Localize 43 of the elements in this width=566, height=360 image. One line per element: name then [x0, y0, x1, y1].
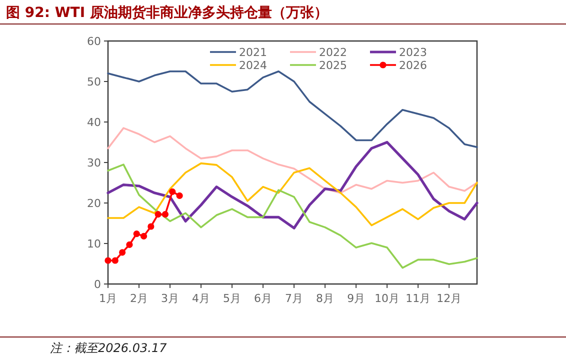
y-tick-label: 20: [87, 197, 101, 210]
legend-label: 2024: [239, 59, 267, 72]
y-tick-label: 60: [87, 35, 101, 48]
y-tick-label: 40: [87, 116, 101, 129]
x-tick-label: 8月: [316, 292, 334, 305]
point: [148, 223, 154, 230]
line-series: [106, 140, 478, 230]
point: [104, 257, 112, 264]
y-tick-label: 30: [87, 156, 101, 170]
line-series: [107, 70, 478, 148]
point: [119, 249, 126, 256]
point: [176, 192, 183, 200]
x-tick-label: 9月: [347, 292, 366, 305]
x-tick-label: 4月: [192, 292, 210, 305]
line-series: [107, 162, 478, 226]
point: [162, 211, 169, 218]
point: [126, 241, 133, 248]
legend-label: 2025: [319, 59, 347, 72]
x-tick-label: 6月: [254, 292, 272, 305]
point: [154, 211, 162, 218]
text: 注：截至2026.03.17: [50, 341, 168, 355]
x-tick-label: 1月: [99, 292, 117, 305]
point: [169, 188, 176, 195]
x-tick-label: 12月: [436, 292, 462, 305]
x-tick-label: 7月: [285, 292, 304, 305]
y-tick-label: 0: [94, 278, 101, 291]
legend-label: 2021: [239, 46, 267, 59]
x-tick-label: 5月: [223, 292, 242, 305]
x-tick-label: 2月: [130, 292, 148, 305]
x-tick-label: 3月: [161, 292, 180, 305]
legend-label: 2026: [399, 59, 427, 72]
line-series: [107, 164, 478, 269]
point: [140, 232, 148, 240]
legend-label: 2022: [319, 46, 347, 59]
y-tick-label: 10: [87, 238, 101, 250]
point: [133, 230, 140, 238]
chart-title: 图 92: WTI 原油期货非商业净多头持仓量（万张）: [6, 4, 328, 21]
line-series: [107, 127, 478, 194]
x-tick-label: 10月: [374, 292, 400, 305]
x-tick-label: 11月: [406, 292, 431, 305]
point: [112, 257, 118, 264]
y-tick-label: 50: [87, 76, 101, 88]
legend-label: 2023: [399, 46, 427, 59]
